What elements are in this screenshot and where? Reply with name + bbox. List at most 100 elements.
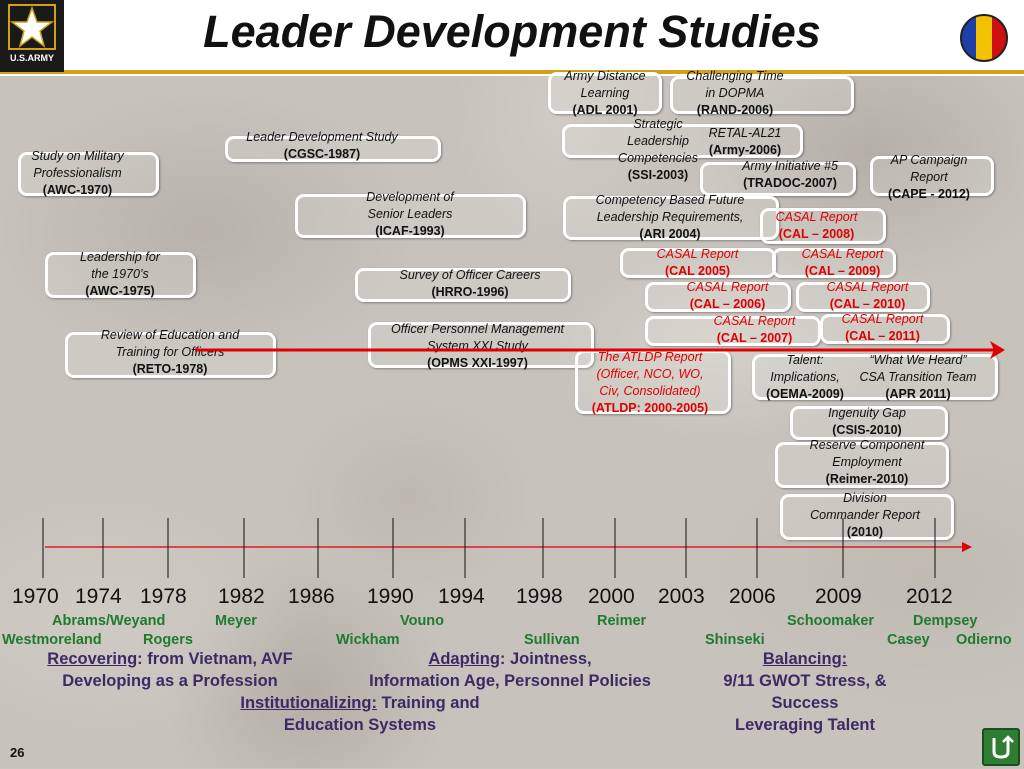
era-recovering: Recovering: from Vietnam, AVF Developing… [47,650,293,690]
study-cal2007: CASAL Report (CAL – 2007) [702,313,807,347]
study-line: (CAL – 2006) [689,297,766,311]
study-box [18,152,159,196]
timeline-year: 2006 [729,585,776,608]
chief-name: Rogers [143,632,193,648]
era-balancing: Balancing: 9/11 GWOT Stress, & Success L… [723,650,887,734]
study-line: Army Initiative #5 [742,159,838,173]
study-box [548,72,662,114]
study-box [670,76,854,114]
chief-name: Dempsey [913,613,978,629]
gold-stripe [0,70,1024,74]
chief-name: Abrams/Weyand [52,613,166,629]
study-line: Leadership [627,134,689,148]
study-box [760,208,886,244]
study-oema: Talent: Implications, (OEMA-2009) [760,352,850,403]
study-line: Challenging Time [686,69,784,83]
study-line: CASAL Report [801,247,884,261]
study-line: Civ, Consolidated) [599,384,701,398]
study-line: (ICAF-1993) [375,224,445,238]
study-line: Strategic [633,117,683,131]
header-bar [0,0,1024,70]
study-line: Reserve Component [809,438,925,452]
study-ari: Competency Based Future Leadership Requir… [585,192,755,243]
chief-name: Vouno [400,613,445,629]
study-awc1975: Leadership for the 1970’s (AWC-1975) [60,249,180,300]
study-line: CASAL Report [713,314,796,328]
study-retal: RETAL-AL21 (Army-2006) [700,125,790,159]
timeline-ticks [42,518,936,578]
study-box [563,196,779,240]
chief-name: Casey [887,632,930,648]
study-line: (Army-2006) [708,143,782,157]
study-cal2008: CASAL Report (CAL – 2008) [764,209,869,243]
study-reimer: Reserve Component Employment (Reimer-2010) [792,437,942,488]
study-line: (CAL 2005) [664,264,731,278]
study-cal2005: CASAL Report (CAL 2005) [645,246,750,280]
study-line: Talent: [786,353,824,367]
study-line: CASAL Report [656,247,739,261]
study-line: Officer Personnel Management [390,322,564,336]
study-line: (CGSC-1987) [283,147,361,161]
study-line: Ingenuity Gap [828,406,906,420]
study-line: (TRADOC-2007) [743,176,837,190]
tradoc-badge-icon [960,14,1008,62]
timeline-year: 2000 [588,585,635,608]
study-box [700,162,856,196]
study-box [870,156,994,196]
study-csis: Ingenuity Gap (CSIS-2010) [808,405,926,439]
timeline-year: 1974 [75,585,122,608]
chief-name: Westmoreland [2,632,102,648]
study-box [790,406,948,440]
timeline-year: 1982 [218,585,265,608]
study-hrro: Survey of Officer Careers (HRRO-1996) [380,267,560,301]
timeline [42,341,1005,578]
study-line: (CAL – 2010) [829,297,906,311]
study-line: (CAPE - 2012) [888,187,970,201]
study-line: “What We Heard” [869,353,967,367]
study-line: (AWC-1970) [42,183,113,197]
study-line: CSA Transition Team [859,370,977,384]
study-box [772,248,896,278]
army-logo: U.S.ARMY [0,0,64,72]
study-box [65,332,276,378]
timeline-year: 2009 [815,585,862,608]
study-line: (OPMS XXI-1997) [427,356,528,370]
chief-name: Shinseki [705,632,765,648]
study-division: Division Commander Report (2010) [795,490,935,541]
study-cal2010: CASAL Report (CAL – 2010) [815,279,920,313]
chief-name: Schoomaker [787,613,875,629]
chief-name: Sullivan [524,632,580,648]
study-box [780,494,954,540]
axis-arrowhead-icon [962,542,972,552]
timeline-year: 2012 [906,585,953,608]
study-line: CASAL Report [775,210,858,224]
study-apr: “What We Heard” CSA Transition Team (APR 2… [848,352,988,403]
study-box [752,354,998,400]
study-icaf: Development of Senior Leaders (ICAF-1993) [340,189,480,240]
study-line: Competencies [618,151,698,165]
study-line: (2010) [846,525,884,539]
return-icon [992,735,1014,759]
study-ssi: Strategic Leadership Competencies (SSI-2003… [598,116,718,184]
study-line: Division [843,491,887,505]
study-line: (Reimer-2010) [825,472,909,486]
study-line: The ATLDP Report [597,350,703,364]
study-line: (CAL – 2011) [845,329,920,343]
timeline-year: 1994 [438,585,485,608]
study-line: Professionalism [33,166,122,180]
timeline-year: 1978 [140,585,187,608]
study-line: (Officer, NCO, WO, [596,367,704,381]
study-cape: AP Campaign Report (CAPE - 2012) [870,152,988,203]
white-stripe [0,74,1024,76]
study-box [368,322,594,368]
study-cgsc: Leader Development Study (CGSC-1987) [222,129,422,163]
study-line: Competency Based Future [595,193,745,207]
study-tradoc: Army Initiative #5 (TRADOC-2007) [720,158,860,192]
study-line: (OEMA-2009) [766,387,844,401]
study-cal2006: CASAL Report (CAL – 2006) [675,279,780,313]
home-button[interactable] [982,728,1020,766]
page-title: Leader Development Studies [203,6,821,57]
timeline-year: 1998 [516,585,563,608]
study-line: Leadership Requirements, [596,210,744,224]
